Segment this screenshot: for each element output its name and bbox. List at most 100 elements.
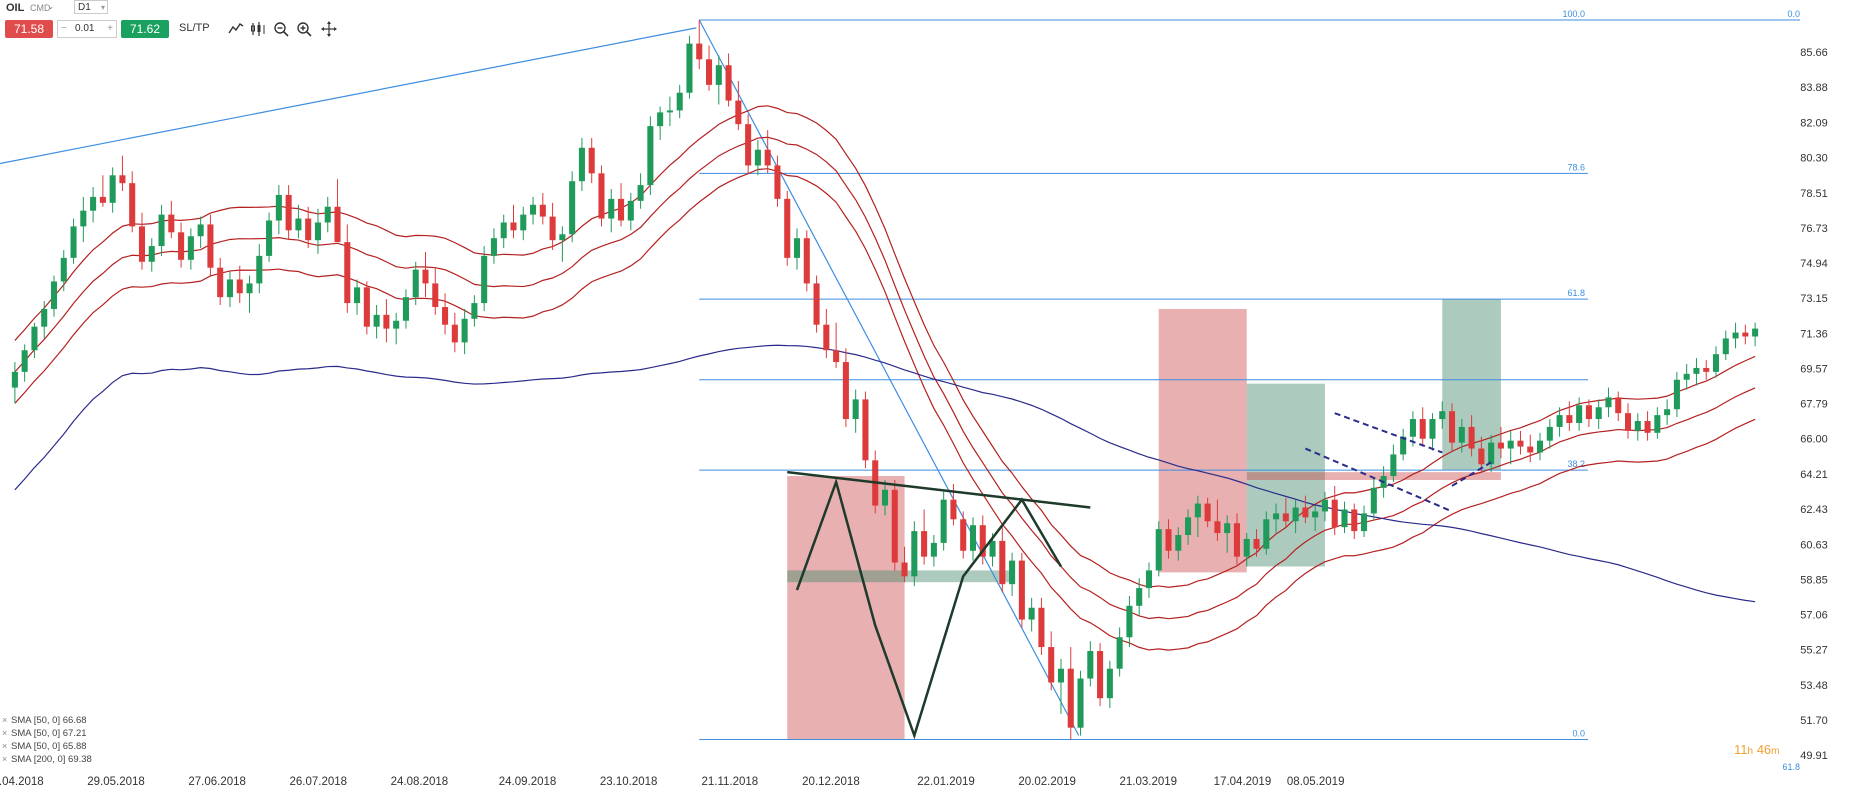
candle-body xyxy=(1497,442,1504,449)
close-icon[interactable]: × xyxy=(2,715,8,725)
candle-body xyxy=(813,283,820,325)
candle-body xyxy=(500,222,507,239)
fib-right-label: 61.8 xyxy=(1782,762,1800,772)
y-tick-label: 58.85 xyxy=(1800,574,1828,586)
candle-timer: 11h 46m xyxy=(1734,742,1780,757)
candle-body xyxy=(1097,651,1104,699)
candle-body xyxy=(451,324,458,343)
x-tick-label: 24.08.2018 xyxy=(391,776,449,788)
candle-body xyxy=(881,489,889,506)
legend-item[interactable]: × SMA [50, 0] 65.88 xyxy=(2,740,92,753)
legend-label: SMA [200, 0] 69.38 xyxy=(11,754,92,765)
candle-body xyxy=(588,147,595,174)
candle-body xyxy=(1341,509,1348,528)
pattern-drawings[interactable] xyxy=(787,412,1492,740)
sma-lower-band xyxy=(14,168,1756,651)
line-style-icon[interactable] xyxy=(227,20,245,38)
quantity-stepper[interactable]: − 0.01 + xyxy=(57,20,117,38)
quantity-value[interactable]: 0.01 xyxy=(75,23,95,34)
timer-hours-unit: h xyxy=(1747,746,1754,757)
close-icon[interactable]: × xyxy=(2,728,8,738)
symbol-name[interactable]: OIL xyxy=(6,2,25,14)
price-axis[interactable]: 85.66 83.88 82.09 80.30 78.51 76.73 74.94 73.15… xyxy=(1800,47,1828,762)
legend-item[interactable]: × SMA [50, 0] 67.21 xyxy=(2,727,92,740)
candle-body xyxy=(1478,448,1485,465)
candle-body xyxy=(666,110,673,113)
y-tick-label: 60.63 xyxy=(1800,539,1828,551)
plus-icon[interactable]: + xyxy=(107,23,113,34)
candle-body xyxy=(1302,507,1309,518)
candle-body xyxy=(833,350,840,363)
y-tick-label: 51.70 xyxy=(1800,715,1828,727)
candle-body xyxy=(1654,415,1661,433)
candle-body xyxy=(1634,421,1641,431)
legend-item[interactable]: × SMA [50, 0] 66.68 xyxy=(2,714,92,727)
close-icon[interactable]: × xyxy=(2,754,8,764)
candle-body xyxy=(1165,529,1172,551)
candle-body xyxy=(70,226,77,258)
candle-body xyxy=(1263,519,1270,549)
candle-body xyxy=(324,206,331,223)
candle-body xyxy=(1556,415,1563,427)
candle-body xyxy=(1439,411,1446,420)
neckline xyxy=(787,470,1091,509)
sma-200-line xyxy=(14,344,1756,603)
close-icon[interactable]: × xyxy=(2,741,8,751)
fibonacci-retracement[interactable]: 100.0 78.6 61.8 38.2 0.0 0.0 61.8 xyxy=(698,9,1800,772)
y-tick-label: 85.66 xyxy=(1800,47,1828,59)
candle-body xyxy=(109,175,116,203)
y-tick-label: 78.51 xyxy=(1800,188,1828,200)
chevron-down-icon[interactable]: ⌄ xyxy=(47,1,55,11)
timeframe-select[interactable]: D1 ▾ xyxy=(74,0,108,14)
candle-body xyxy=(1038,607,1045,648)
breakout-line xyxy=(1451,461,1492,487)
candle-body xyxy=(1321,499,1328,512)
candle-body xyxy=(559,234,566,241)
candle-body xyxy=(569,181,576,235)
crosshair-icon[interactable] xyxy=(320,20,338,38)
candle-body xyxy=(1429,419,1436,439)
legend-item[interactable]: × SMA [200, 0] 69.38 xyxy=(2,753,92,766)
timer-hours: 11 xyxy=(1734,742,1748,757)
candle-body xyxy=(226,279,234,298)
candle-body xyxy=(60,257,67,282)
indicators-icon[interactable] xyxy=(249,20,267,38)
zoom-out-icon[interactable] xyxy=(272,20,290,38)
candle-body xyxy=(1605,397,1612,408)
sltp-button[interactable]: SL/TP xyxy=(179,22,210,34)
candle-body xyxy=(676,92,683,111)
candle-body xyxy=(999,540,1006,585)
candle-body xyxy=(842,362,849,420)
candle-body xyxy=(432,283,439,308)
x-tick-label: 30.04.2018 xyxy=(0,776,44,788)
time-axis[interactable]: 30.04.2018 29.05.2018 27.06.2018 26.07.2018… xyxy=(0,776,1344,788)
short-position-zone-2 xyxy=(1158,308,1247,573)
candle-body xyxy=(862,399,869,461)
x-tick-label: 17.04.2019 xyxy=(1214,776,1272,788)
y-tick-label: 73.15 xyxy=(1800,293,1828,305)
candle-body xyxy=(1351,509,1358,532)
candle-body xyxy=(705,59,713,85)
candle-body xyxy=(461,318,468,343)
candle-body xyxy=(1243,538,1250,557)
buy-button[interactable]: 71.62 xyxy=(121,20,169,38)
y-tick-label: 82.09 xyxy=(1800,117,1828,129)
trendlines[interactable] xyxy=(0,27,697,165)
candle-body xyxy=(1517,440,1524,447)
candle-body xyxy=(745,124,752,166)
sell-button[interactable]: 71.58 xyxy=(5,20,53,38)
candle-body xyxy=(950,499,957,520)
x-tick-label: 24.09.2018 xyxy=(499,776,557,788)
fib-level-label: 100.0 xyxy=(1562,9,1585,19)
candle-body xyxy=(21,350,28,372)
candle-body xyxy=(481,255,488,304)
candle-body xyxy=(627,200,634,221)
zoom-in-icon[interactable] xyxy=(295,20,313,38)
candle-body xyxy=(158,214,165,247)
candle-body xyxy=(354,287,361,304)
candle-body xyxy=(637,185,644,201)
x-tick-label: 21.03.2019 xyxy=(1120,776,1178,788)
minus-icon[interactable]: − xyxy=(61,23,67,34)
candle-body xyxy=(1116,637,1123,669)
